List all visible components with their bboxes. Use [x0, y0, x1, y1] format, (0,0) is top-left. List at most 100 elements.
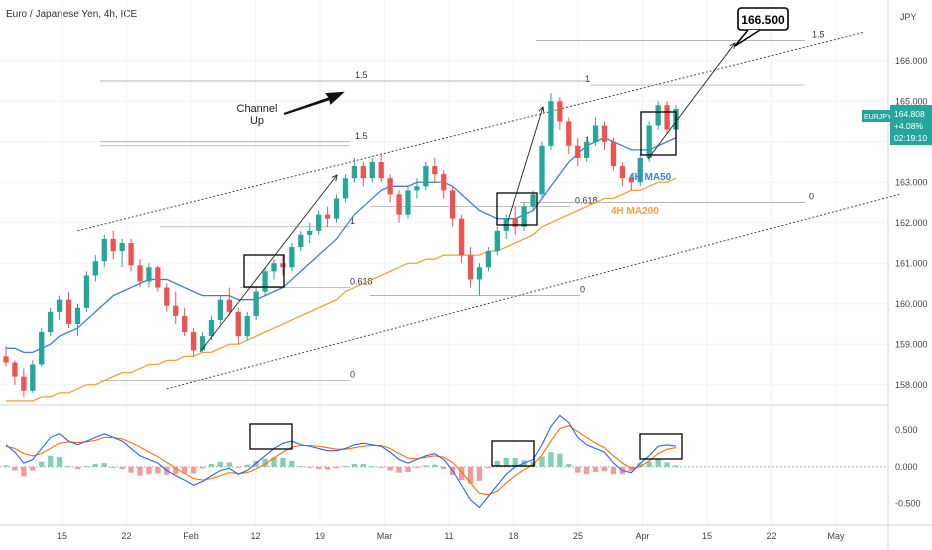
macd-histogram-bar — [74, 466, 81, 470]
candle-body — [128, 243, 134, 266]
macd-histogram-bar — [441, 466, 447, 470]
macd-histogram-bar — [485, 466, 492, 469]
highlight-box — [249, 423, 293, 450]
candle-body — [575, 145, 581, 158]
candle-body — [244, 315, 250, 337]
candle-body — [21, 376, 27, 391]
candle-body — [262, 271, 268, 292]
candle-body — [476, 267, 483, 280]
macd-histogram-bar — [56, 457, 63, 467]
macd-histogram-bar — [307, 466, 313, 468]
price-tick: 163.000 — [895, 177, 928, 187]
macd-histogram-bar — [3, 465, 9, 467]
candle-body — [378, 162, 384, 179]
macd-histogram-bar — [512, 458, 518, 467]
candle-body — [619, 166, 626, 179]
macd-histogram-bar — [83, 466, 90, 468]
time-tick: May — [827, 531, 845, 541]
candle-body — [333, 198, 340, 219]
macd-histogram-bar — [110, 466, 116, 468]
macd-histogram-bar — [646, 461, 652, 467]
candle-body — [74, 307, 81, 324]
channel-line-upper — [77, 31, 864, 232]
candle-body — [271, 263, 277, 272]
symbol-badge — [862, 110, 890, 122]
channel-label-line1: Channel — [237, 103, 278, 115]
highlight-box — [243, 254, 285, 288]
macd-histogram-bar — [262, 458, 268, 467]
candle-body — [655, 105, 661, 126]
macd-histogram-bar — [155, 466, 161, 474]
macd-tick: 0.000 — [895, 462, 918, 472]
macd-histogram-bar — [30, 466, 36, 471]
macd-histogram-bar — [476, 466, 483, 481]
macd-histogram-bar — [253, 460, 259, 467]
candle-body — [3, 356, 9, 363]
candle-body — [351, 166, 358, 179]
highlight-boxes — [243, 111, 683, 467]
candle-body — [56, 299, 63, 312]
channel-label-line2: Up — [250, 115, 264, 127]
price-tick: 166.000 — [895, 56, 928, 66]
macd-histogram-bar — [423, 465, 429, 467]
projection-arrow — [647, 43, 735, 160]
macd-histogram-bar — [208, 463, 215, 467]
candle-body — [253, 291, 259, 316]
macd-histogram-bar — [584, 466, 590, 475]
candle-body — [450, 190, 456, 219]
macd-histogram-bar — [503, 458, 509, 467]
macd-histogram-bar — [244, 464, 250, 467]
macd-histogram-bar — [173, 466, 179, 475]
ma200-label: 4H MA200 — [611, 206, 659, 217]
macd-histogram-bar — [65, 466, 72, 468]
macd-histogram-bar — [324, 466, 331, 470]
macd-histogram-bar — [387, 466, 393, 471]
macd-tick: 0.500 — [895, 425, 918, 435]
candle-body — [441, 174, 447, 191]
signal-line — [5, 425, 677, 496]
macd-histogram-bar — [610, 466, 617, 475]
candle-body — [432, 166, 438, 175]
macd-histogram-bar — [575, 466, 581, 473]
candle-body — [548, 101, 554, 146]
macd-tick: -0.500 — [895, 499, 921, 509]
candle-body — [405, 190, 411, 215]
candle-body — [530, 194, 536, 207]
macd-histogram-bar — [396, 466, 402, 473]
time-tick: 19 — [315, 531, 325, 541]
candle-body — [182, 315, 188, 333]
candle-body — [610, 141, 617, 167]
projection-arrows — [199, 43, 735, 353]
candle-body — [164, 287, 170, 306]
candle-body — [646, 125, 652, 158]
candle-body — [592, 125, 599, 142]
symbol-label: EURJPY — [864, 114, 892, 121]
macd-histogram-bar — [298, 466, 304, 468]
macd-histogram-bar — [592, 466, 599, 472]
target-label: 166.500 — [741, 13, 785, 27]
macd-histogram-bar — [637, 463, 643, 467]
candle-body — [39, 332, 45, 365]
candle-body — [485, 251, 492, 268]
candle-body — [414, 186, 420, 191]
candle-body — [307, 230, 313, 235]
projection-arrow — [199, 175, 337, 353]
fib-level-label: 1 — [350, 216, 355, 226]
candle-body — [360, 166, 366, 179]
fib-level-label: 0 — [580, 285, 585, 295]
macd-histogram-bar — [39, 461, 45, 467]
macd-histogram-bar — [101, 463, 107, 467]
time-tick: 12 — [250, 531, 260, 541]
candle-body — [48, 311, 54, 333]
macd-histogram-bar — [333, 466, 340, 469]
candle-body — [539, 145, 545, 195]
candle-body — [369, 162, 375, 179]
fib-level-label: 1.5 — [355, 131, 368, 141]
candle-body — [324, 214, 331, 219]
time-axis: 15 22 Feb 12 19 Mar 11 18 25 Apr 15 22 May — [57, 531, 845, 541]
time-tick: Mar — [377, 531, 393, 541]
ma50-label: 4H MA50 — [629, 172, 672, 183]
time-tick: 22 — [121, 531, 131, 541]
chart-title: Euro / Japanese Yen, 4h, ICE — [6, 9, 138, 20]
fib-level-label: 1.5 — [355, 70, 368, 80]
